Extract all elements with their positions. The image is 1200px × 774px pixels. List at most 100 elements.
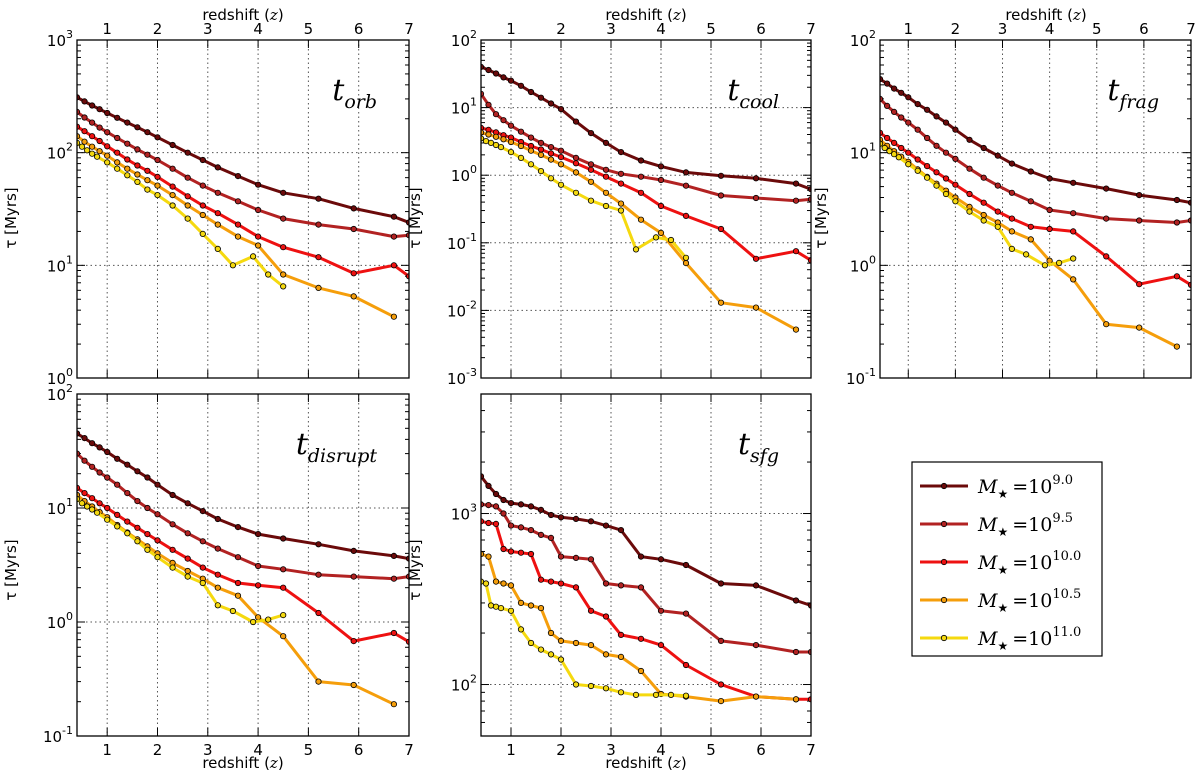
data-point	[517, 626, 525, 633]
legend-item: M★ =1011.0	[920, 625, 1081, 653]
y-axis-label-1: τ [Myrs]	[2, 187, 20, 248]
data-point	[1008, 245, 1016, 252]
legend-item: M★ =109.5	[920, 511, 1073, 539]
data-point	[124, 119, 131, 126]
top-axis-label-2: redshift (z)	[605, 6, 686, 24]
data-point	[547, 534, 555, 542]
data-point	[234, 198, 242, 205]
data-point	[547, 651, 555, 658]
data-point	[657, 176, 665, 184]
data-point	[315, 195, 322, 202]
data-point	[1046, 257, 1053, 264]
data-point	[980, 199, 987, 206]
data-point	[280, 189, 287, 196]
data-point	[184, 215, 191, 222]
data-point	[881, 144, 888, 152]
data-point	[890, 85, 898, 92]
data-point	[492, 70, 500, 77]
data-point	[89, 463, 96, 470]
data-point	[184, 555, 191, 562]
data-point	[880, 129, 884, 136]
data-point	[602, 202, 610, 210]
data-point	[280, 535, 287, 542]
data-point	[104, 152, 111, 159]
data-point	[214, 221, 221, 228]
data-point	[234, 523, 242, 531]
data-point	[637, 667, 645, 675]
data-point	[89, 150, 96, 157]
data-point	[905, 149, 912, 156]
data-point	[547, 629, 555, 637]
data-point	[154, 537, 161, 544]
data-point	[234, 592, 242, 599]
data-point	[78, 143, 86, 150]
data-point	[255, 562, 262, 570]
data-point	[617, 180, 625, 187]
y-axis-label-4: τ [Myrs]	[2, 539, 20, 600]
data-point	[1103, 215, 1110, 222]
data-point	[1173, 219, 1181, 226]
series-group	[77, 430, 409, 708]
data-point	[124, 165, 131, 172]
panel-title: tdisrupt	[296, 427, 378, 467]
data-point	[134, 468, 141, 475]
data-point	[144, 129, 151, 136]
data-point	[980, 217, 987, 224]
data-point	[184, 202, 191, 209]
data-point	[527, 161, 535, 168]
data-point	[792, 248, 800, 255]
data-point	[390, 552, 397, 560]
data-point	[1046, 206, 1053, 214]
legend-label: M★ =1010.0	[977, 549, 1081, 577]
data-point	[81, 434, 88, 442]
data-point	[134, 178, 141, 185]
data-point	[96, 124, 103, 131]
data-point	[1070, 179, 1077, 186]
data-point	[952, 126, 959, 133]
data-point	[933, 169, 940, 176]
data-point	[114, 455, 121, 462]
data-point	[617, 631, 625, 639]
data-point	[792, 197, 800, 204]
data-point	[572, 154, 580, 161]
series-line	[77, 134, 395, 319]
data-point	[602, 173, 610, 180]
data-point	[89, 506, 96, 513]
data-point	[104, 504, 111, 512]
data-point	[144, 151, 151, 158]
y-tick-label: 102	[451, 28, 477, 50]
x-tick-label: 4	[656, 741, 666, 759]
data-point	[485, 131, 492, 138]
data-point	[617, 653, 625, 661]
data-point	[96, 148, 103, 155]
data-point	[315, 678, 322, 685]
data-point	[154, 156, 161, 164]
data-point	[1173, 343, 1181, 350]
data-point	[507, 122, 515, 129]
data-point	[1008, 228, 1016, 235]
data-point	[487, 602, 495, 609]
y-tick-label: 10-1	[43, 724, 73, 746]
data-point	[1070, 255, 1077, 262]
data-point	[572, 515, 580, 523]
data-point	[547, 175, 555, 182]
data-point	[485, 101, 492, 108]
data-point	[154, 182, 161, 189]
data-point	[752, 693, 760, 700]
data-point	[280, 271, 287, 278]
panel-tcool: 1 2 3 4 5 6 7 10-3 10-2 10-1 100 101 102 tcool	[447, 20, 816, 388]
x-tick-label: 2	[556, 741, 566, 759]
data-point	[1027, 223, 1034, 230]
data-point	[234, 221, 242, 228]
data-point	[1008, 215, 1016, 222]
data-point	[572, 584, 580, 591]
data-point	[124, 461, 131, 468]
data-point	[717, 697, 725, 705]
data-point	[350, 293, 357, 300]
data-point	[602, 139, 610, 146]
data-point	[507, 548, 515, 555]
data-point	[104, 159, 111, 166]
data-point	[1041, 262, 1049, 269]
data-point	[952, 181, 959, 188]
